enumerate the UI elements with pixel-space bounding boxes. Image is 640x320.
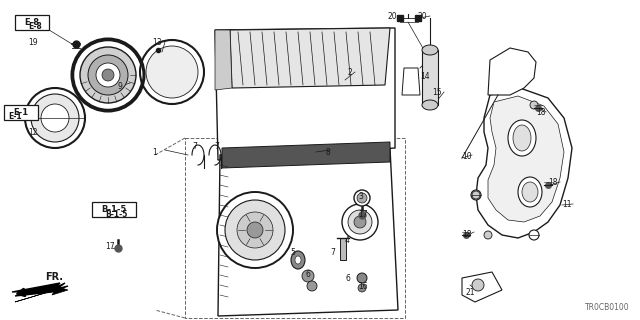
Text: 11: 11 bbox=[562, 200, 572, 209]
Text: 1: 1 bbox=[152, 148, 157, 157]
Ellipse shape bbox=[295, 256, 301, 264]
Text: 2: 2 bbox=[348, 68, 353, 77]
Ellipse shape bbox=[25, 88, 85, 148]
Text: 12: 12 bbox=[28, 128, 38, 137]
Text: 18: 18 bbox=[548, 178, 557, 187]
Ellipse shape bbox=[471, 190, 481, 200]
Polygon shape bbox=[15, 286, 68, 296]
Text: TR0CB0100: TR0CB0100 bbox=[586, 303, 630, 312]
Text: 14: 14 bbox=[420, 72, 429, 81]
Ellipse shape bbox=[484, 231, 492, 239]
Bar bbox=[340, 238, 346, 260]
Bar bbox=[15, 15, 49, 30]
Ellipse shape bbox=[307, 281, 317, 291]
Ellipse shape bbox=[508, 120, 536, 156]
Ellipse shape bbox=[472, 279, 484, 291]
Polygon shape bbox=[488, 96, 564, 222]
Polygon shape bbox=[402, 68, 420, 95]
Ellipse shape bbox=[529, 230, 539, 240]
Text: 10: 10 bbox=[462, 152, 472, 161]
Polygon shape bbox=[222, 142, 390, 168]
Ellipse shape bbox=[237, 212, 273, 248]
Polygon shape bbox=[462, 272, 502, 302]
Ellipse shape bbox=[358, 284, 366, 292]
Ellipse shape bbox=[73, 40, 143, 110]
Text: 19: 19 bbox=[28, 38, 38, 47]
Text: 7: 7 bbox=[330, 248, 335, 257]
Text: 20: 20 bbox=[388, 12, 397, 21]
Text: 7: 7 bbox=[214, 142, 219, 151]
Ellipse shape bbox=[96, 63, 120, 87]
Ellipse shape bbox=[422, 45, 438, 55]
Text: 15: 15 bbox=[432, 88, 442, 97]
Text: 6: 6 bbox=[345, 274, 350, 283]
Ellipse shape bbox=[41, 104, 69, 132]
Ellipse shape bbox=[472, 191, 480, 199]
Text: B-1-5: B-1-5 bbox=[105, 210, 127, 219]
Ellipse shape bbox=[247, 222, 263, 238]
Polygon shape bbox=[488, 48, 536, 95]
Ellipse shape bbox=[291, 251, 305, 269]
Text: 18: 18 bbox=[462, 230, 472, 239]
Text: 17: 17 bbox=[105, 242, 115, 251]
Polygon shape bbox=[12, 283, 65, 292]
Ellipse shape bbox=[225, 200, 285, 260]
Ellipse shape bbox=[140, 40, 204, 104]
Text: 20: 20 bbox=[418, 12, 428, 21]
Ellipse shape bbox=[102, 69, 114, 81]
Text: 16: 16 bbox=[358, 282, 367, 291]
Text: 13: 13 bbox=[152, 38, 162, 47]
Ellipse shape bbox=[354, 216, 366, 228]
Text: 3: 3 bbox=[358, 192, 363, 201]
Ellipse shape bbox=[302, 270, 314, 282]
Ellipse shape bbox=[80, 47, 136, 103]
Polygon shape bbox=[230, 28, 390, 88]
Polygon shape bbox=[218, 148, 398, 316]
Bar bbox=[92, 202, 136, 217]
Polygon shape bbox=[15, 285, 68, 302]
Ellipse shape bbox=[217, 192, 293, 268]
Ellipse shape bbox=[348, 210, 372, 234]
Text: 7: 7 bbox=[192, 142, 197, 151]
Text: E-8: E-8 bbox=[24, 18, 40, 27]
Polygon shape bbox=[476, 88, 572, 238]
Text: 17: 17 bbox=[358, 210, 367, 219]
Ellipse shape bbox=[522, 182, 538, 202]
Ellipse shape bbox=[146, 46, 198, 98]
Polygon shape bbox=[215, 28, 395, 160]
Text: B-1-5: B-1-5 bbox=[101, 205, 127, 214]
Polygon shape bbox=[215, 30, 232, 90]
Text: 18: 18 bbox=[536, 108, 545, 117]
Ellipse shape bbox=[530, 101, 538, 109]
Text: E-1: E-1 bbox=[8, 112, 22, 121]
Text: 5: 5 bbox=[290, 248, 295, 257]
Ellipse shape bbox=[342, 204, 378, 240]
Ellipse shape bbox=[88, 55, 128, 95]
Text: FR.: FR. bbox=[45, 272, 63, 282]
Text: 21: 21 bbox=[466, 288, 476, 297]
Ellipse shape bbox=[513, 125, 531, 151]
Ellipse shape bbox=[357, 193, 367, 203]
Ellipse shape bbox=[357, 273, 367, 283]
Ellipse shape bbox=[31, 94, 79, 142]
Bar bbox=[4, 105, 38, 120]
Text: 6: 6 bbox=[305, 270, 310, 279]
Ellipse shape bbox=[518, 177, 542, 207]
Ellipse shape bbox=[354, 190, 370, 206]
Bar bbox=[422, 50, 438, 105]
Text: E-1: E-1 bbox=[13, 108, 29, 117]
Bar bbox=[185, 138, 405, 318]
Text: E-8: E-8 bbox=[28, 22, 42, 31]
Text: 8: 8 bbox=[325, 148, 330, 157]
Text: 4: 4 bbox=[345, 236, 350, 245]
Ellipse shape bbox=[422, 100, 438, 110]
Text: 9: 9 bbox=[118, 82, 123, 91]
